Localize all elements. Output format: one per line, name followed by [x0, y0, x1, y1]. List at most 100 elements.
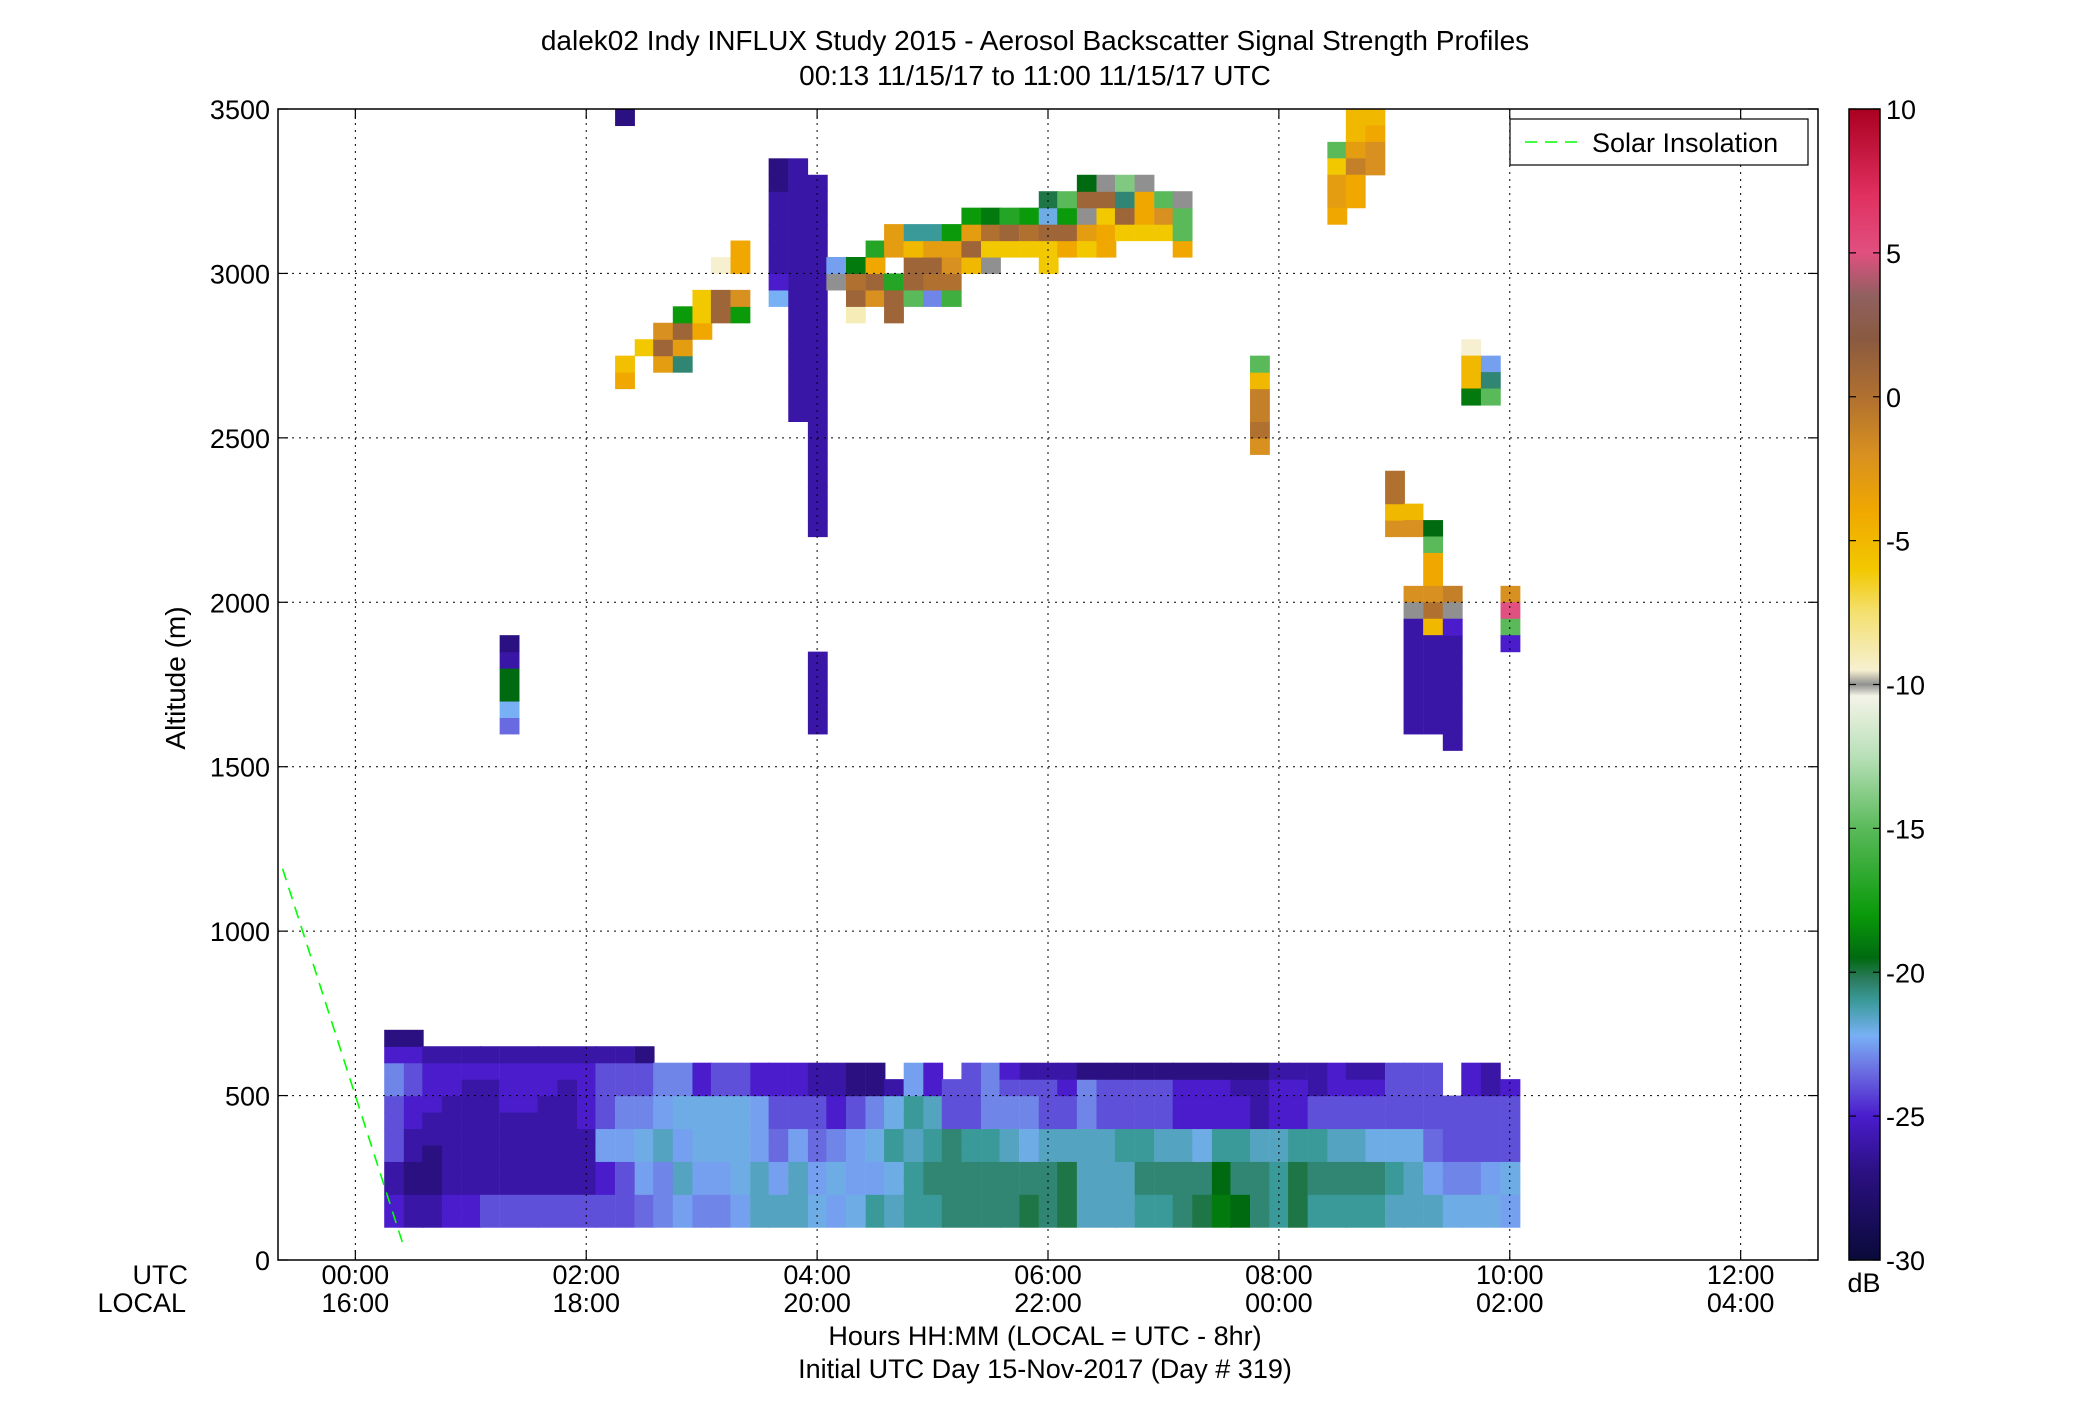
heatmap-cell: [1019, 1144, 1039, 1162]
heatmap-cell: [422, 1062, 443, 1080]
heatmap-cell: [537, 1177, 558, 1195]
heatmap-cell: [1172, 1128, 1193, 1146]
heatmap-cell: [1096, 1177, 1117, 1195]
heatmap-cell: [807, 273, 828, 291]
heatmap-cell: [884, 273, 904, 291]
heatmap-cell: [981, 1062, 1001, 1080]
heatmap-cell: [845, 1194, 866, 1212]
heatmap-cell: [788, 289, 809, 307]
heatmap-cell: [903, 240, 924, 258]
heatmap-cell: [999, 1079, 1020, 1097]
heatmap-cell: [1019, 1210, 1039, 1228]
heatmap-cell: [519, 1079, 540, 1097]
heatmap-cell: [422, 1210, 443, 1228]
heatmap-cell: [768, 1194, 789, 1212]
heatmap-cell: [710, 1128, 731, 1146]
heatmap-cell: [499, 1210, 520, 1228]
heatmap-cell: [923, 1161, 944, 1179]
heatmap-cell: [615, 1144, 635, 1162]
heatmap-cell: [519, 1112, 540, 1130]
heatmap-cell: [1250, 1194, 1270, 1212]
heatmap-cell: [826, 1144, 847, 1162]
heatmap-cell: [1461, 372, 1482, 390]
heatmap-cell: [499, 1144, 520, 1162]
heatmap-cell: [1442, 668, 1463, 686]
chart-subtitle: 00:13 11/15/17 to 11:00 11/15/17 UTC: [799, 60, 1271, 91]
heatmap-cell: [903, 1194, 924, 1212]
heatmap-cell: [577, 1144, 597, 1162]
heatmap-cell: [1423, 602, 1444, 620]
heatmap-cell: [403, 1029, 424, 1047]
heatmap-cell: [788, 1128, 809, 1146]
heatmap-cell: [537, 1062, 558, 1080]
heatmap-cell: [403, 1046, 424, 1064]
heatmap-cell: [1057, 1210, 1078, 1228]
heatmap-cell: [961, 240, 982, 258]
heatmap-cell: [1019, 1161, 1039, 1179]
heatmap-cell: [1442, 651, 1463, 669]
heatmap-cell: [595, 1079, 616, 1097]
heatmap-cell: [461, 1144, 482, 1162]
heatmap-cell: [1154, 1062, 1175, 1080]
heatmap-cell: [653, 1112, 674, 1130]
heatmap-cell: [441, 1194, 462, 1212]
heatmap-cell: [1288, 1062, 1308, 1080]
heatmap-cell: [1307, 1144, 1328, 1162]
heatmap-cell: [884, 1194, 904, 1212]
heatmap-cell: [403, 1161, 424, 1179]
heatmap-cell: [672, 339, 693, 357]
x-tick-label-local: 02:00: [1476, 1288, 1544, 1318]
heatmap-cell: [941, 1079, 962, 1097]
heatmap-cell: [422, 1046, 443, 1064]
heatmap-cell: [845, 256, 866, 275]
heatmap-cell: [1096, 1144, 1117, 1162]
heatmap-cell: [999, 1161, 1020, 1179]
heatmap-cell: [480, 1095, 500, 1113]
heatmap-cell: [1192, 1194, 1213, 1212]
heatmap-cell: [1057, 1095, 1078, 1113]
heatmap-cell: [710, 1177, 731, 1195]
heatmap-cell: [1057, 1112, 1078, 1130]
heatmap-cell: [1250, 1095, 1270, 1113]
colorbar-tick-label: -10: [1886, 671, 1925, 701]
heatmap-cell: [1250, 1062, 1270, 1080]
heatmap-cell: [653, 1128, 674, 1146]
heatmap-cell: [1345, 141, 1366, 159]
heatmap-cell: [1154, 1194, 1175, 1212]
heatmap-cell: [807, 224, 828, 242]
heatmap-cell: [1327, 1079, 1348, 1097]
heatmap-cell: [961, 1161, 982, 1179]
heatmap-cell: [1114, 1177, 1135, 1195]
heatmap-cell: [710, 1144, 731, 1162]
heatmap-cell: [1114, 1210, 1135, 1228]
heatmap-cell: [1327, 191, 1348, 209]
heatmap-cell: [519, 1046, 540, 1064]
x-row-label-local: LOCAL: [97, 1288, 186, 1318]
grid-lines: [278, 109, 1818, 1260]
heatmap-cell: [1038, 1194, 1059, 1212]
heatmap-cell: [1423, 1144, 1444, 1162]
heatmap-cell: [577, 1095, 597, 1113]
heatmap-cell: [1365, 109, 1386, 127]
heatmap-cell: [692, 1161, 713, 1179]
heatmap-cell: [1134, 224, 1155, 242]
heatmap-cell: [577, 1194, 597, 1212]
heatmap-cell: [1154, 1144, 1175, 1162]
heatmap-cell: [1114, 191, 1135, 209]
heatmap-cell: [1403, 1144, 1424, 1162]
heatmap-cell: [1442, 635, 1463, 653]
heatmap-cell: [1461, 355, 1482, 373]
heatmap-cell: [461, 1062, 482, 1080]
heatmap-cell: [692, 1062, 713, 1080]
heatmap-cell: [692, 1079, 713, 1097]
heatmap-cell: [403, 1128, 424, 1146]
heatmap-cell: [577, 1112, 597, 1130]
colorbar-unit: dB: [1847, 1268, 1880, 1298]
heatmap-cell: [1019, 1062, 1039, 1080]
heatmap-cell: [710, 1112, 731, 1130]
heatmap-cell: [1192, 1128, 1213, 1146]
heatmap-cell: [1211, 1210, 1232, 1228]
heatmap-cell: [750, 1095, 770, 1113]
heatmap-cell: [923, 1210, 944, 1228]
y-tick-label: 500: [225, 1082, 270, 1112]
